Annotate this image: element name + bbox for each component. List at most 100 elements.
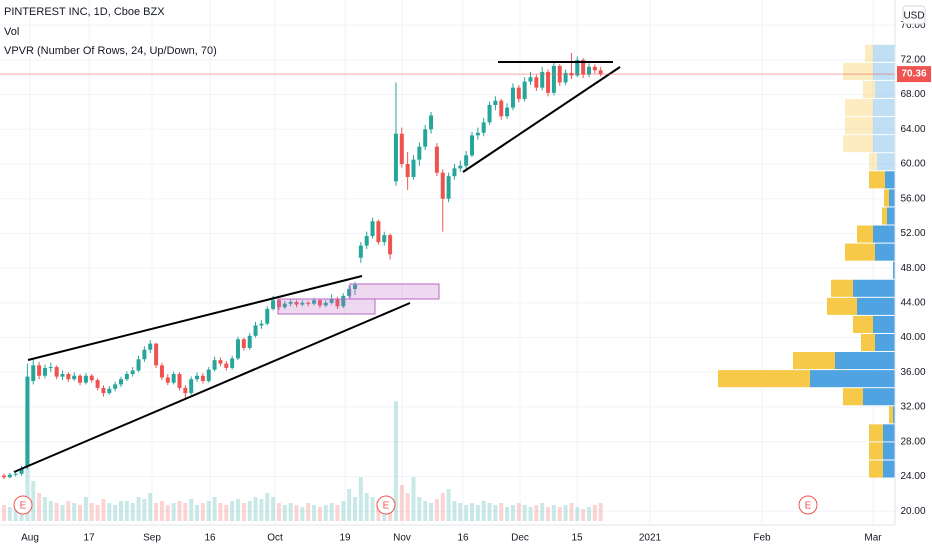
candle-body [66,374,71,380]
volume-bar [358,477,363,521]
profile-up [893,406,895,424]
y-tick-label: 72.00 [900,55,925,66]
volume-bar [119,501,123,521]
profile-down [882,207,887,225]
drawings [13,61,621,473]
profile-down [718,370,810,388]
candle-body [592,66,597,71]
candle-body [505,107,510,117]
candle-body [540,72,545,88]
y-tick-label: 48.00 [900,263,925,274]
trend-line [27,275,363,361]
volume-bar [206,501,211,521]
volume-bar [540,503,545,521]
candle-body [136,359,141,371]
candle-body [300,302,305,305]
profile-down [827,297,857,315]
x-tick-label: 16 [204,533,216,544]
x-tick-label: 17 [83,533,95,544]
profile-down [845,117,873,135]
candle-body [2,475,6,478]
volume-bar [212,497,217,521]
volume-bar [189,499,194,521]
candle-body [259,323,264,326]
volume-bar [475,505,480,521]
volume-bar [557,507,562,521]
candle-body [148,343,153,350]
volume-bar [300,507,305,521]
volume-bar [452,501,457,521]
volume-bar [165,505,170,521]
volume-bar [66,501,71,521]
candle-body [341,295,346,307]
candle-body [189,379,194,394]
profile-down [884,189,889,207]
candle-body [376,221,381,243]
volume-bar [171,503,176,521]
candle-body [119,379,123,385]
volume-bar [505,507,510,521]
volume-bar [78,505,83,521]
candle-body [563,72,568,83]
profile-up [893,261,895,279]
candle-body [19,468,24,474]
profile-down [853,315,873,333]
y-tick-label: 52.00 [900,228,925,239]
volume-bar [575,507,580,521]
profile-up [873,225,895,243]
profile-up [873,44,895,62]
volume-bar [306,503,311,521]
candle-body [551,65,556,93]
volume-bar [107,503,112,521]
volume-bar [493,505,498,521]
profile-down [869,424,883,442]
candle-body [183,387,188,394]
volume-bar [510,505,515,521]
profile-up [873,315,895,333]
candle-body [370,221,375,237]
profile-up [863,388,895,406]
candle-body [218,360,223,364]
candle-body [481,122,486,133]
last-price-label: 70.36 [901,69,926,80]
volume-bar [154,503,159,521]
candle-body [83,375,88,383]
candle-body [253,325,258,336]
volume-bar [434,499,439,521]
volume-bar [72,503,77,521]
profile-down [865,44,873,62]
volume-bar [60,505,65,521]
volume-bar [183,503,188,521]
volume-bar [276,503,281,521]
candle-body [212,360,217,370]
profile-up [875,80,895,98]
candle-body [195,375,200,380]
volume-bar [522,505,527,521]
profile-down [869,171,885,189]
candle-body [165,377,170,383]
volume-bar [159,501,164,521]
candle-body [516,87,521,99]
candle-body [282,303,287,308]
candle-body [358,245,363,258]
currency[interactable]: USD [903,11,924,22]
profile-up [887,207,895,225]
candle-body [288,301,293,304]
candle-body [7,474,12,478]
currency-box[interactable] [902,5,926,25]
chart-title: PINTEREST INC, 1D, Cboe BZX [4,6,165,18]
volume-bar [534,505,539,521]
y-tick-label: 36.00 [900,367,925,378]
profile-down [889,406,893,424]
profile-up [873,62,895,80]
candle-body [446,176,451,199]
candle-body [388,235,393,255]
profile-up [877,153,895,171]
volume-bar [417,497,422,521]
candle-body [581,59,586,75]
candle-body [440,172,445,199]
candle-body [171,374,176,383]
volume-bar [440,493,445,521]
volume-bar [317,507,322,521]
